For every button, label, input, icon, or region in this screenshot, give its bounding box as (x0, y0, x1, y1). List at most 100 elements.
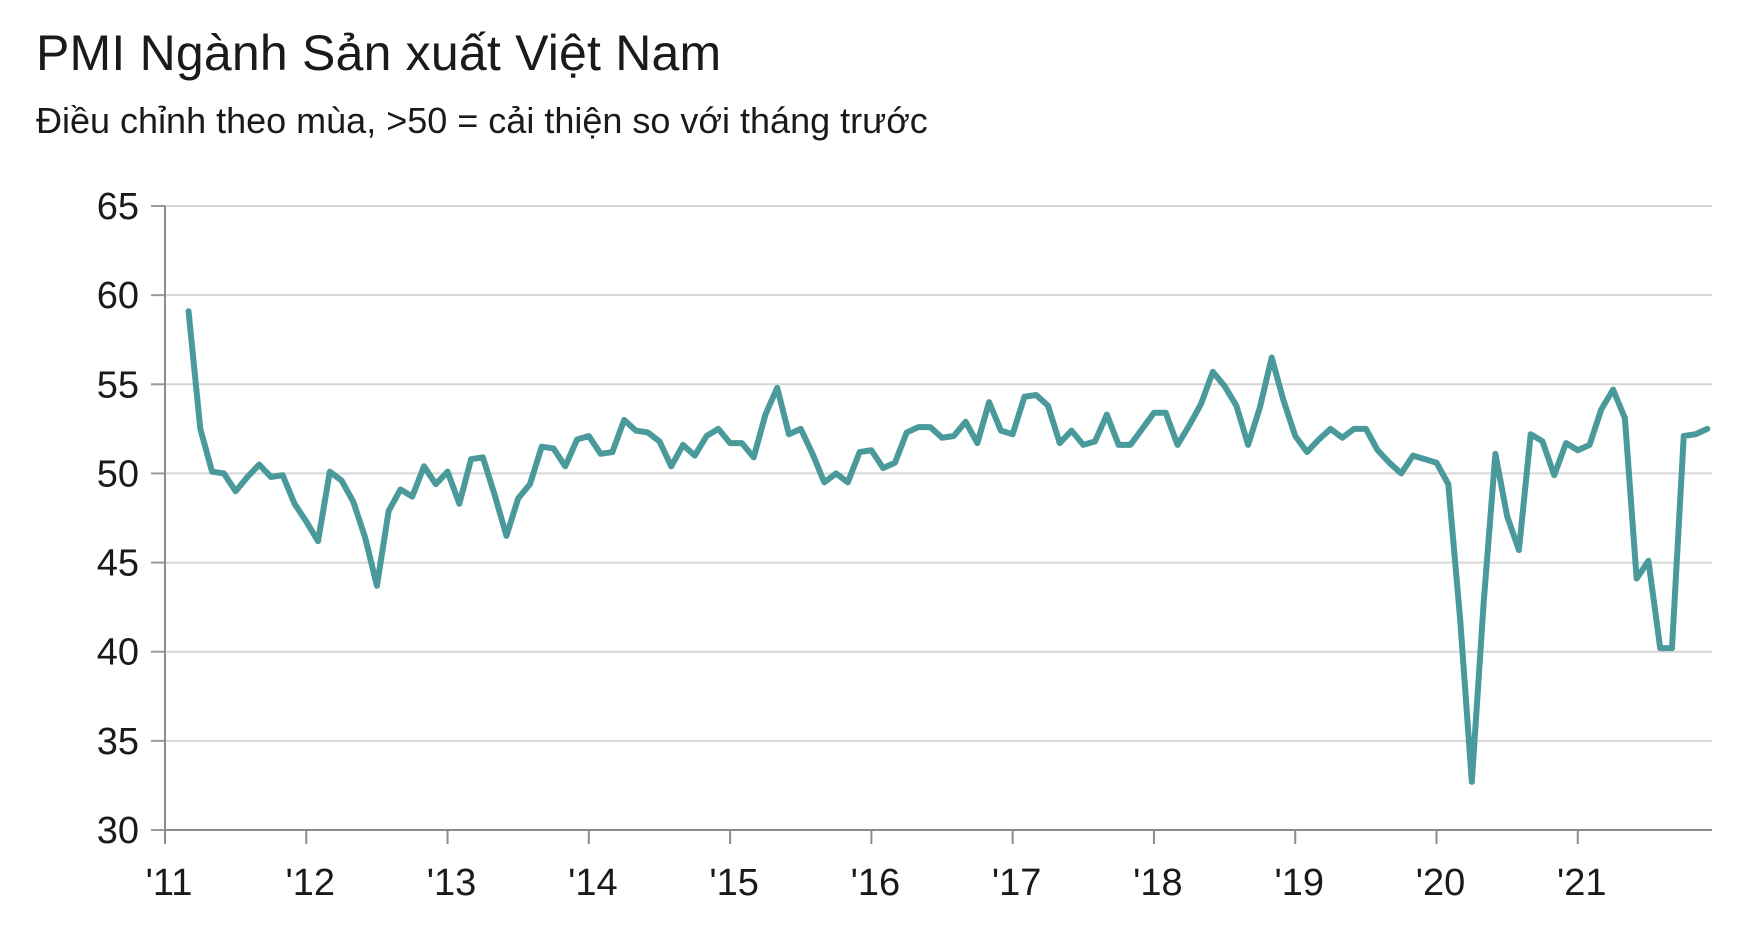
data-point (739, 440, 745, 446)
data-point (1481, 601, 1487, 607)
data-point (704, 433, 710, 439)
data-point (480, 454, 486, 460)
tick-labels: 65 60 55 50 45 40 35 30'11 '12 '13 '14 '15 '16 '17 '18… (97, 186, 1607, 904)
data-point (1092, 438, 1098, 444)
data-point (315, 538, 321, 544)
data-point (350, 499, 356, 505)
data-point (1010, 431, 1016, 437)
data-point (645, 429, 651, 435)
x-tick-label: '13 (427, 862, 477, 904)
data-point (1587, 442, 1593, 448)
data-point (1469, 779, 1475, 785)
x-tick-label: '17 (992, 862, 1042, 904)
data-point (1657, 645, 1663, 651)
data-point (292, 501, 298, 507)
data-point (774, 385, 780, 391)
data-point (562, 463, 568, 469)
data-point (1198, 401, 1204, 407)
data-point (1445, 481, 1451, 487)
data-point (1328, 426, 1334, 432)
data-point (868, 447, 874, 453)
data-point (833, 470, 839, 476)
data-point (244, 474, 250, 480)
data-point (386, 508, 392, 514)
x-tick-label: '12 (286, 862, 336, 904)
x-tick-label: '19 (1274, 862, 1324, 904)
data-point (1351, 426, 1357, 432)
data-point (1528, 431, 1534, 437)
data-point (1386, 460, 1392, 466)
data-point (1057, 440, 1063, 446)
data-point (1410, 453, 1416, 459)
data-point (727, 440, 733, 446)
data-point (268, 474, 274, 480)
data-point (1127, 442, 1133, 448)
data-point (1457, 615, 1463, 621)
data-point (668, 463, 674, 469)
data-point (1339, 435, 1345, 441)
series-points (186, 308, 1711, 785)
data-point (515, 495, 521, 501)
series-line-pmi (185, 308, 1711, 785)
data-point (1045, 403, 1051, 409)
data-point (915, 424, 921, 430)
data-point (1539, 438, 1545, 444)
data-point (1021, 394, 1027, 400)
data-point (715, 426, 721, 432)
data-point (1516, 547, 1522, 553)
data-point (1304, 449, 1310, 455)
data-point (397, 486, 403, 492)
y-tick-label: 45 (97, 543, 139, 585)
data-point (1669, 645, 1675, 651)
data-point (1316, 437, 1322, 443)
data-point (1598, 406, 1604, 412)
data-point (609, 449, 615, 455)
series-layer (185, 308, 1711, 785)
data-point (221, 470, 227, 476)
data-point (233, 488, 239, 494)
data-point (186, 308, 192, 314)
data-point (374, 583, 380, 589)
data-point (1080, 442, 1086, 448)
data-point (1269, 355, 1275, 361)
x-tick-label: '16 (851, 862, 901, 904)
x-tick-label: '15 (709, 862, 759, 904)
data-point (1222, 383, 1228, 389)
data-point (598, 451, 604, 457)
data-point (1398, 470, 1404, 476)
data-point (445, 469, 451, 475)
data-point (1634, 576, 1640, 582)
data-point (468, 456, 474, 462)
data-point (539, 444, 545, 450)
data-point (527, 481, 533, 487)
data-point (1033, 392, 1039, 398)
y-tick-label: 55 (97, 364, 139, 406)
data-point (1363, 426, 1369, 432)
y-tick-label: 30 (97, 810, 139, 852)
x-tick-label: '21 (1557, 862, 1607, 904)
data-point (303, 519, 309, 525)
data-point (692, 453, 698, 459)
data-point (1551, 472, 1557, 478)
data-point (1375, 447, 1381, 453)
data-point (998, 428, 1004, 434)
data-point (751, 454, 757, 460)
data-point (621, 417, 627, 423)
data-point (339, 478, 345, 484)
data-point (280, 472, 286, 478)
data-point (574, 437, 580, 443)
data-point (456, 501, 462, 507)
y-tick-label: 60 (97, 275, 139, 317)
y-tick-label: 35 (97, 721, 139, 763)
data-point (880, 465, 886, 471)
chart-title: PMI Ngành Sản xuất Việt Nam (36, 25, 722, 81)
data-point (1422, 456, 1428, 462)
data-point (1116, 442, 1122, 448)
data-point (633, 428, 639, 434)
data-point (409, 494, 415, 500)
data-point (1645, 558, 1651, 564)
data-point (421, 463, 427, 469)
x-tick-label: '14 (568, 862, 618, 904)
data-point (1575, 447, 1581, 453)
